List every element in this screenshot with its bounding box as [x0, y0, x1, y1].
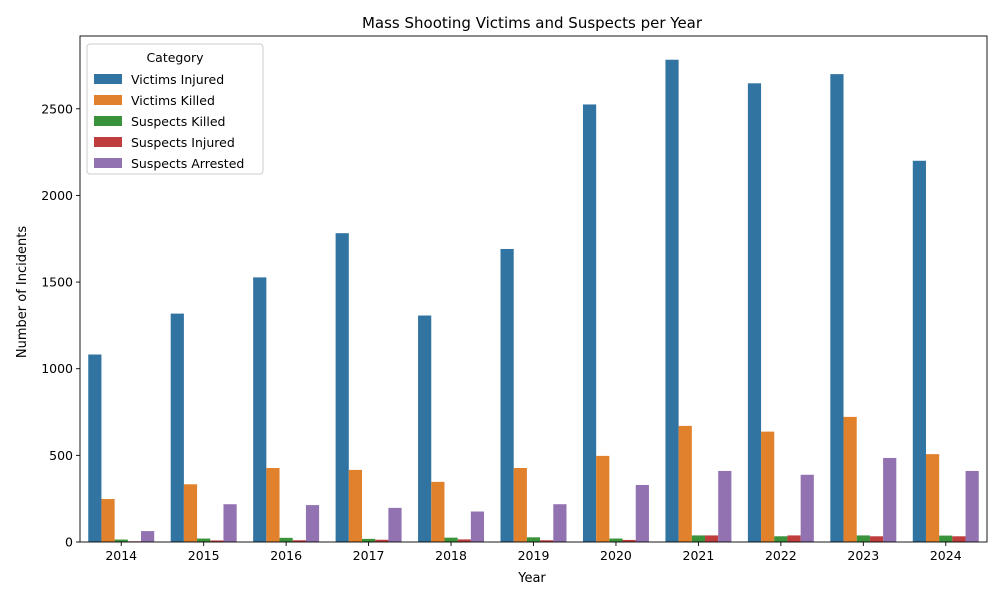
y-tick-label-2000: 2000: [41, 188, 73, 203]
bar-suspects-injured-2016: [292, 540, 306, 542]
bar-victims-killed-2019: [513, 468, 527, 542]
bar-victims-killed-2021: [678, 425, 692, 542]
bar-suspects-killed-2022: [774, 536, 788, 542]
bar-suspects-injured-2015: [210, 540, 224, 542]
bar-victims-injured-2019: [500, 248, 514, 542]
bar-suspects-arrested-2019: [553, 504, 567, 542]
bar-victims-killed-2018: [431, 481, 445, 542]
bar-suspects-injured-2017: [375, 539, 389, 542]
legend-label-suspects-injured: Suspects Injured: [131, 135, 235, 150]
y-tick-label-500: 500: [49, 448, 73, 463]
bar-victims-injured-2020: [582, 104, 597, 542]
legend-label-victims-injured: Victims Injured: [131, 72, 224, 87]
x-axis-title: Year: [517, 571, 546, 586]
bar-victims-injured-2015: [170, 313, 184, 542]
x-tick-label-2019: 2019: [518, 548, 550, 563]
x-tick-label-2015: 2015: [188, 548, 220, 563]
bar-suspects-arrested-2022: [800, 474, 814, 542]
legend-box: [86, 43, 264, 175]
bar-suspects-injured-2019: [540, 540, 554, 542]
x-tick-label-2018: 2018: [435, 548, 467, 563]
bar-suspects-killed-2023: [856, 535, 870, 542]
bar-victims-killed-2016: [266, 468, 280, 542]
bar-victims-killed-2014: [101, 499, 115, 542]
bar-victims-injured-2022: [747, 83, 762, 543]
bar-suspects-killed-2021: [691, 535, 706, 542]
y-axis-title: Number of Incidents: [15, 226, 30, 358]
bar-victims-killed-2022: [761, 431, 775, 542]
bar-suspects-killed-2016: [279, 537, 293, 542]
bar-victims-injured-2023: [830, 74, 844, 542]
x-tick-label-2024: 2024: [930, 548, 962, 563]
legend-swatch-suspects-injured: [94, 137, 122, 147]
bar-suspects-killed-2014: [114, 539, 128, 542]
bar-victims-injured-2021: [665, 59, 679, 542]
legend-swatch-victims-killed: [94, 95, 122, 105]
bar-victims-killed-2024: [925, 454, 940, 542]
legend-title: Category: [146, 50, 204, 65]
bar-suspects-arrested-2017: [388, 507, 402, 542]
axes-layer: 2014 2015 2016 2017 2018 2019 2020 2021 2022 2023…: [41, 35, 988, 563]
bar-victims-killed-2017: [348, 469, 362, 542]
x-tick-label-2023: 2023: [847, 548, 879, 563]
bar-victims-killed-2015: [183, 484, 198, 542]
bar-suspects-arrested-2023: [883, 457, 897, 542]
bar-suspects-injured-2021: [705, 535, 719, 542]
bar-suspects-killed-2018: [444, 537, 458, 542]
legend-label-suspects-arrested: Suspects Arrested: [131, 156, 244, 171]
x-tick-label-2022: 2022: [765, 548, 797, 563]
bar-suspects-killed-2019: [526, 537, 541, 542]
bar-suspects-injured-2024: [952, 536, 966, 542]
y-tick-label-2500: 2500: [41, 101, 73, 116]
y-tick-label-0: 0: [65, 535, 73, 550]
bar-victims-injured-2014: [88, 354, 102, 542]
bar-victims-killed-2020: [596, 455, 610, 542]
legend: Category Victims Injured Victims Killed Sus…: [86, 43, 264, 175]
bar-suspects-killed-2017: [361, 538, 376, 542]
bar-suspects-arrested-2024: [965, 470, 979, 542]
bar-victims-killed-2023: [843, 416, 857, 542]
bar-suspects-injured-2018: [457, 539, 471, 542]
bar-suspects-arrested-2014: [141, 531, 155, 542]
bar-suspects-arrested-2020: [635, 484, 649, 542]
x-tick-label-2016: 2016: [270, 548, 302, 563]
legend-label-victims-killed: Victims Killed: [131, 93, 215, 108]
bar-suspects-killed-2015: [197, 538, 211, 542]
legend-swatch-suspects-killed: [94, 116, 122, 126]
bar-victims-injured-2016: [253, 277, 267, 542]
bar-suspects-killed-2024: [939, 535, 953, 542]
x-tick-label-2021: 2021: [683, 548, 715, 563]
bar-victims-injured-2024: [912, 160, 926, 542]
bar-suspects-killed-2020: [609, 538, 623, 542]
bar-suspects-injured-2020: [622, 539, 636, 542]
bar-suspects-arrested-2018: [470, 511, 485, 542]
x-tick-label-2020: 2020: [600, 548, 632, 563]
bar-suspects-arrested-2016: [305, 505, 320, 542]
x-tick-label-2014: 2014: [105, 548, 137, 563]
chart-title: Mass Shooting Victims and Suspects per Y…: [362, 14, 703, 32]
legend-swatch-victims-injured: [94, 74, 122, 84]
bar-victims-injured-2018: [418, 315, 432, 542]
bar-suspects-injured-2023: [869, 536, 884, 542]
bar-suspects-injured-2022: [787, 535, 801, 542]
bar-victims-injured-2017: [335, 233, 349, 543]
x-tick-label-2017: 2017: [353, 548, 385, 563]
bar-suspects-arrested-2021: [718, 470, 732, 542]
legend-label-suspects-killed: Suspects Killed: [131, 114, 226, 129]
legend-swatch-suspects-arrested: [94, 158, 122, 168]
bars-layer: [88, 59, 979, 543]
bar-suspects-arrested-2015: [223, 504, 237, 542]
y-tick-label-1500: 1500: [41, 275, 73, 290]
y-tick-label-1000: 1000: [41, 361, 73, 376]
